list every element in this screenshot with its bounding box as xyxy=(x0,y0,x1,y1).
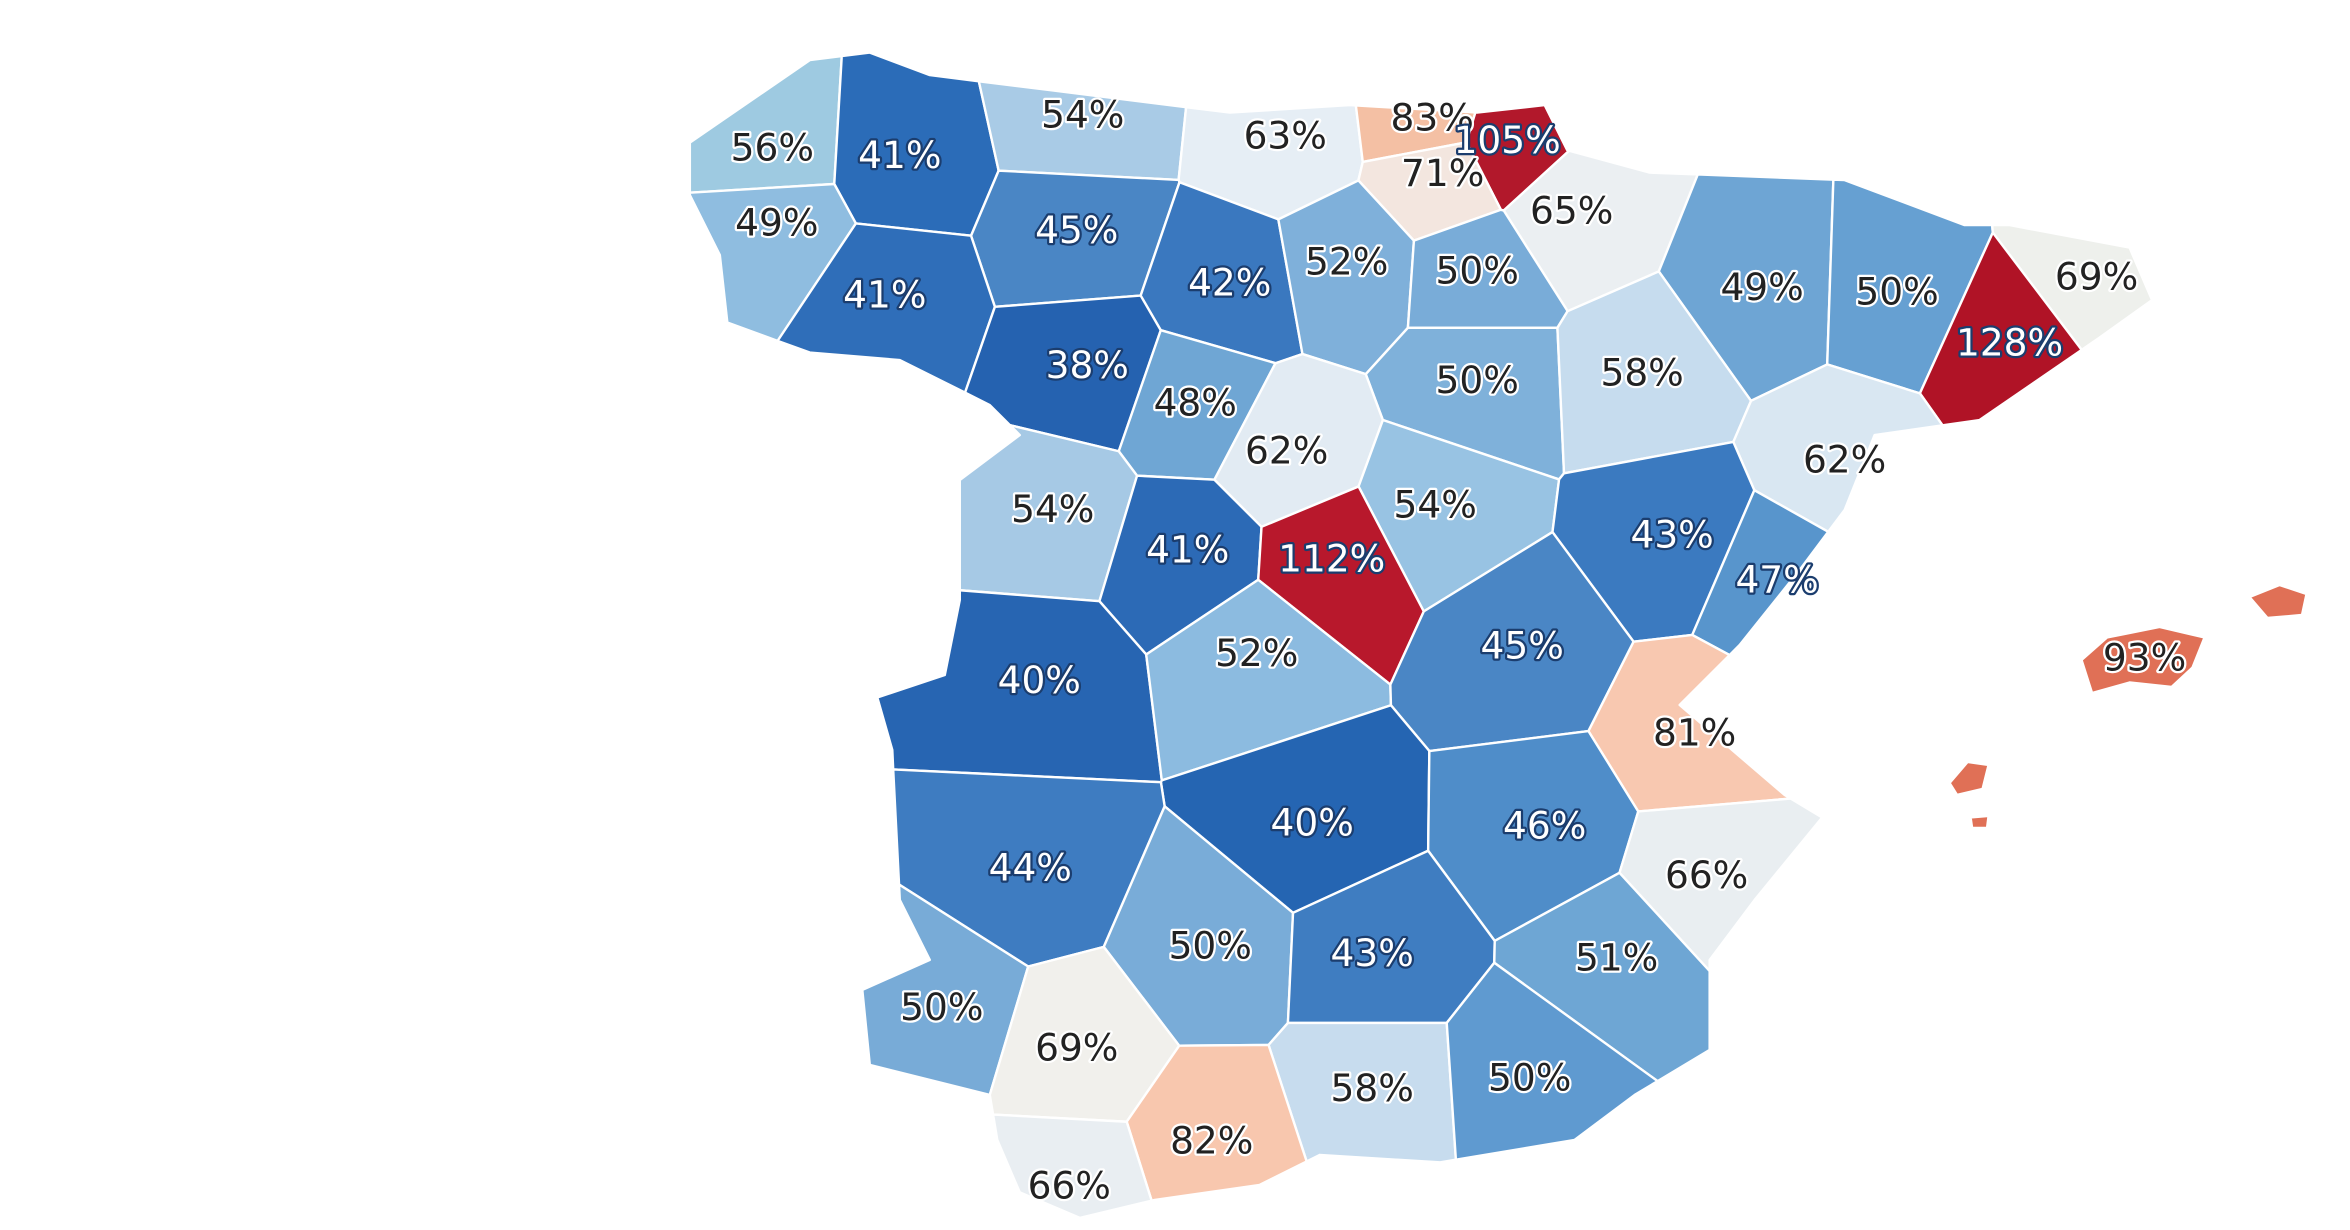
value-label: 62% xyxy=(1245,429,1328,473)
value-label: 45% xyxy=(1481,623,1564,667)
value-label: 42% xyxy=(1188,261,1271,305)
value-label: 54% xyxy=(1011,487,1094,531)
value-label: 50% xyxy=(1855,270,1938,314)
region xyxy=(776,222,997,394)
value-label: 69% xyxy=(1035,1025,1118,1069)
value-label: 128% xyxy=(1956,321,2063,365)
value-label: 41% xyxy=(843,273,926,317)
value-label: 50% xyxy=(1436,249,1519,293)
value-label: 112% xyxy=(1278,537,1385,581)
value-label: 47% xyxy=(1735,558,1818,602)
value-label: 71% xyxy=(1401,151,1484,195)
region xyxy=(991,1113,1153,1220)
value-label: 58% xyxy=(1600,351,1683,395)
value-label: 40% xyxy=(1271,800,1354,844)
region xyxy=(861,883,1030,1097)
value-label: 63% xyxy=(1244,114,1327,158)
value-label: 50% xyxy=(1488,1055,1571,1099)
region xyxy=(688,182,858,343)
value-label: 49% xyxy=(735,201,818,245)
value-label: 66% xyxy=(1665,853,1748,897)
value-label: 44% xyxy=(989,845,1072,889)
value-label: 82% xyxy=(1170,1118,1253,1162)
value-label: 41% xyxy=(858,133,941,177)
value-label: 81% xyxy=(1653,710,1736,754)
value-label: 105% xyxy=(1454,118,1561,162)
region xyxy=(688,54,843,194)
value-label: 52% xyxy=(1215,631,1298,675)
labels: 56% 41% 54% 63% 83%105%71% 65% 49% 45% 42% 52% 50%… xyxy=(728,90,2188,1209)
value-label: 62% xyxy=(1803,438,1886,482)
value-label: 38% xyxy=(1046,343,1129,387)
value-label: 50% xyxy=(900,985,983,1029)
value-label: 56% xyxy=(731,126,814,170)
value-label: 54% xyxy=(1041,93,1124,137)
value-label: 48% xyxy=(1154,381,1237,425)
value-label: 54% xyxy=(1394,483,1477,527)
value-label: 58% xyxy=(1331,1066,1414,1110)
value-label: 52% xyxy=(1305,240,1388,284)
value-label: 43% xyxy=(1630,513,1713,557)
value-label: 93% xyxy=(2103,635,2186,679)
value-label: 83% xyxy=(1391,96,1474,140)
value-label: 41% xyxy=(1146,528,1229,572)
value-label: 49% xyxy=(1720,265,1803,309)
value-label: 40% xyxy=(998,658,1081,702)
value-label: 50% xyxy=(1169,923,1252,967)
regions xyxy=(688,51,2308,1220)
value-label: 66% xyxy=(1028,1163,1111,1207)
value-label: 50% xyxy=(1436,358,1519,402)
region xyxy=(1948,583,2308,830)
value-label: 65% xyxy=(1530,189,1613,233)
region xyxy=(1445,961,1659,1161)
value-label: 43% xyxy=(1331,931,1414,975)
value-label: 69% xyxy=(2055,255,2138,299)
value-label: 45% xyxy=(1035,208,1118,252)
value-label: 51% xyxy=(1575,935,1658,979)
value-label: 46% xyxy=(1503,803,1586,847)
